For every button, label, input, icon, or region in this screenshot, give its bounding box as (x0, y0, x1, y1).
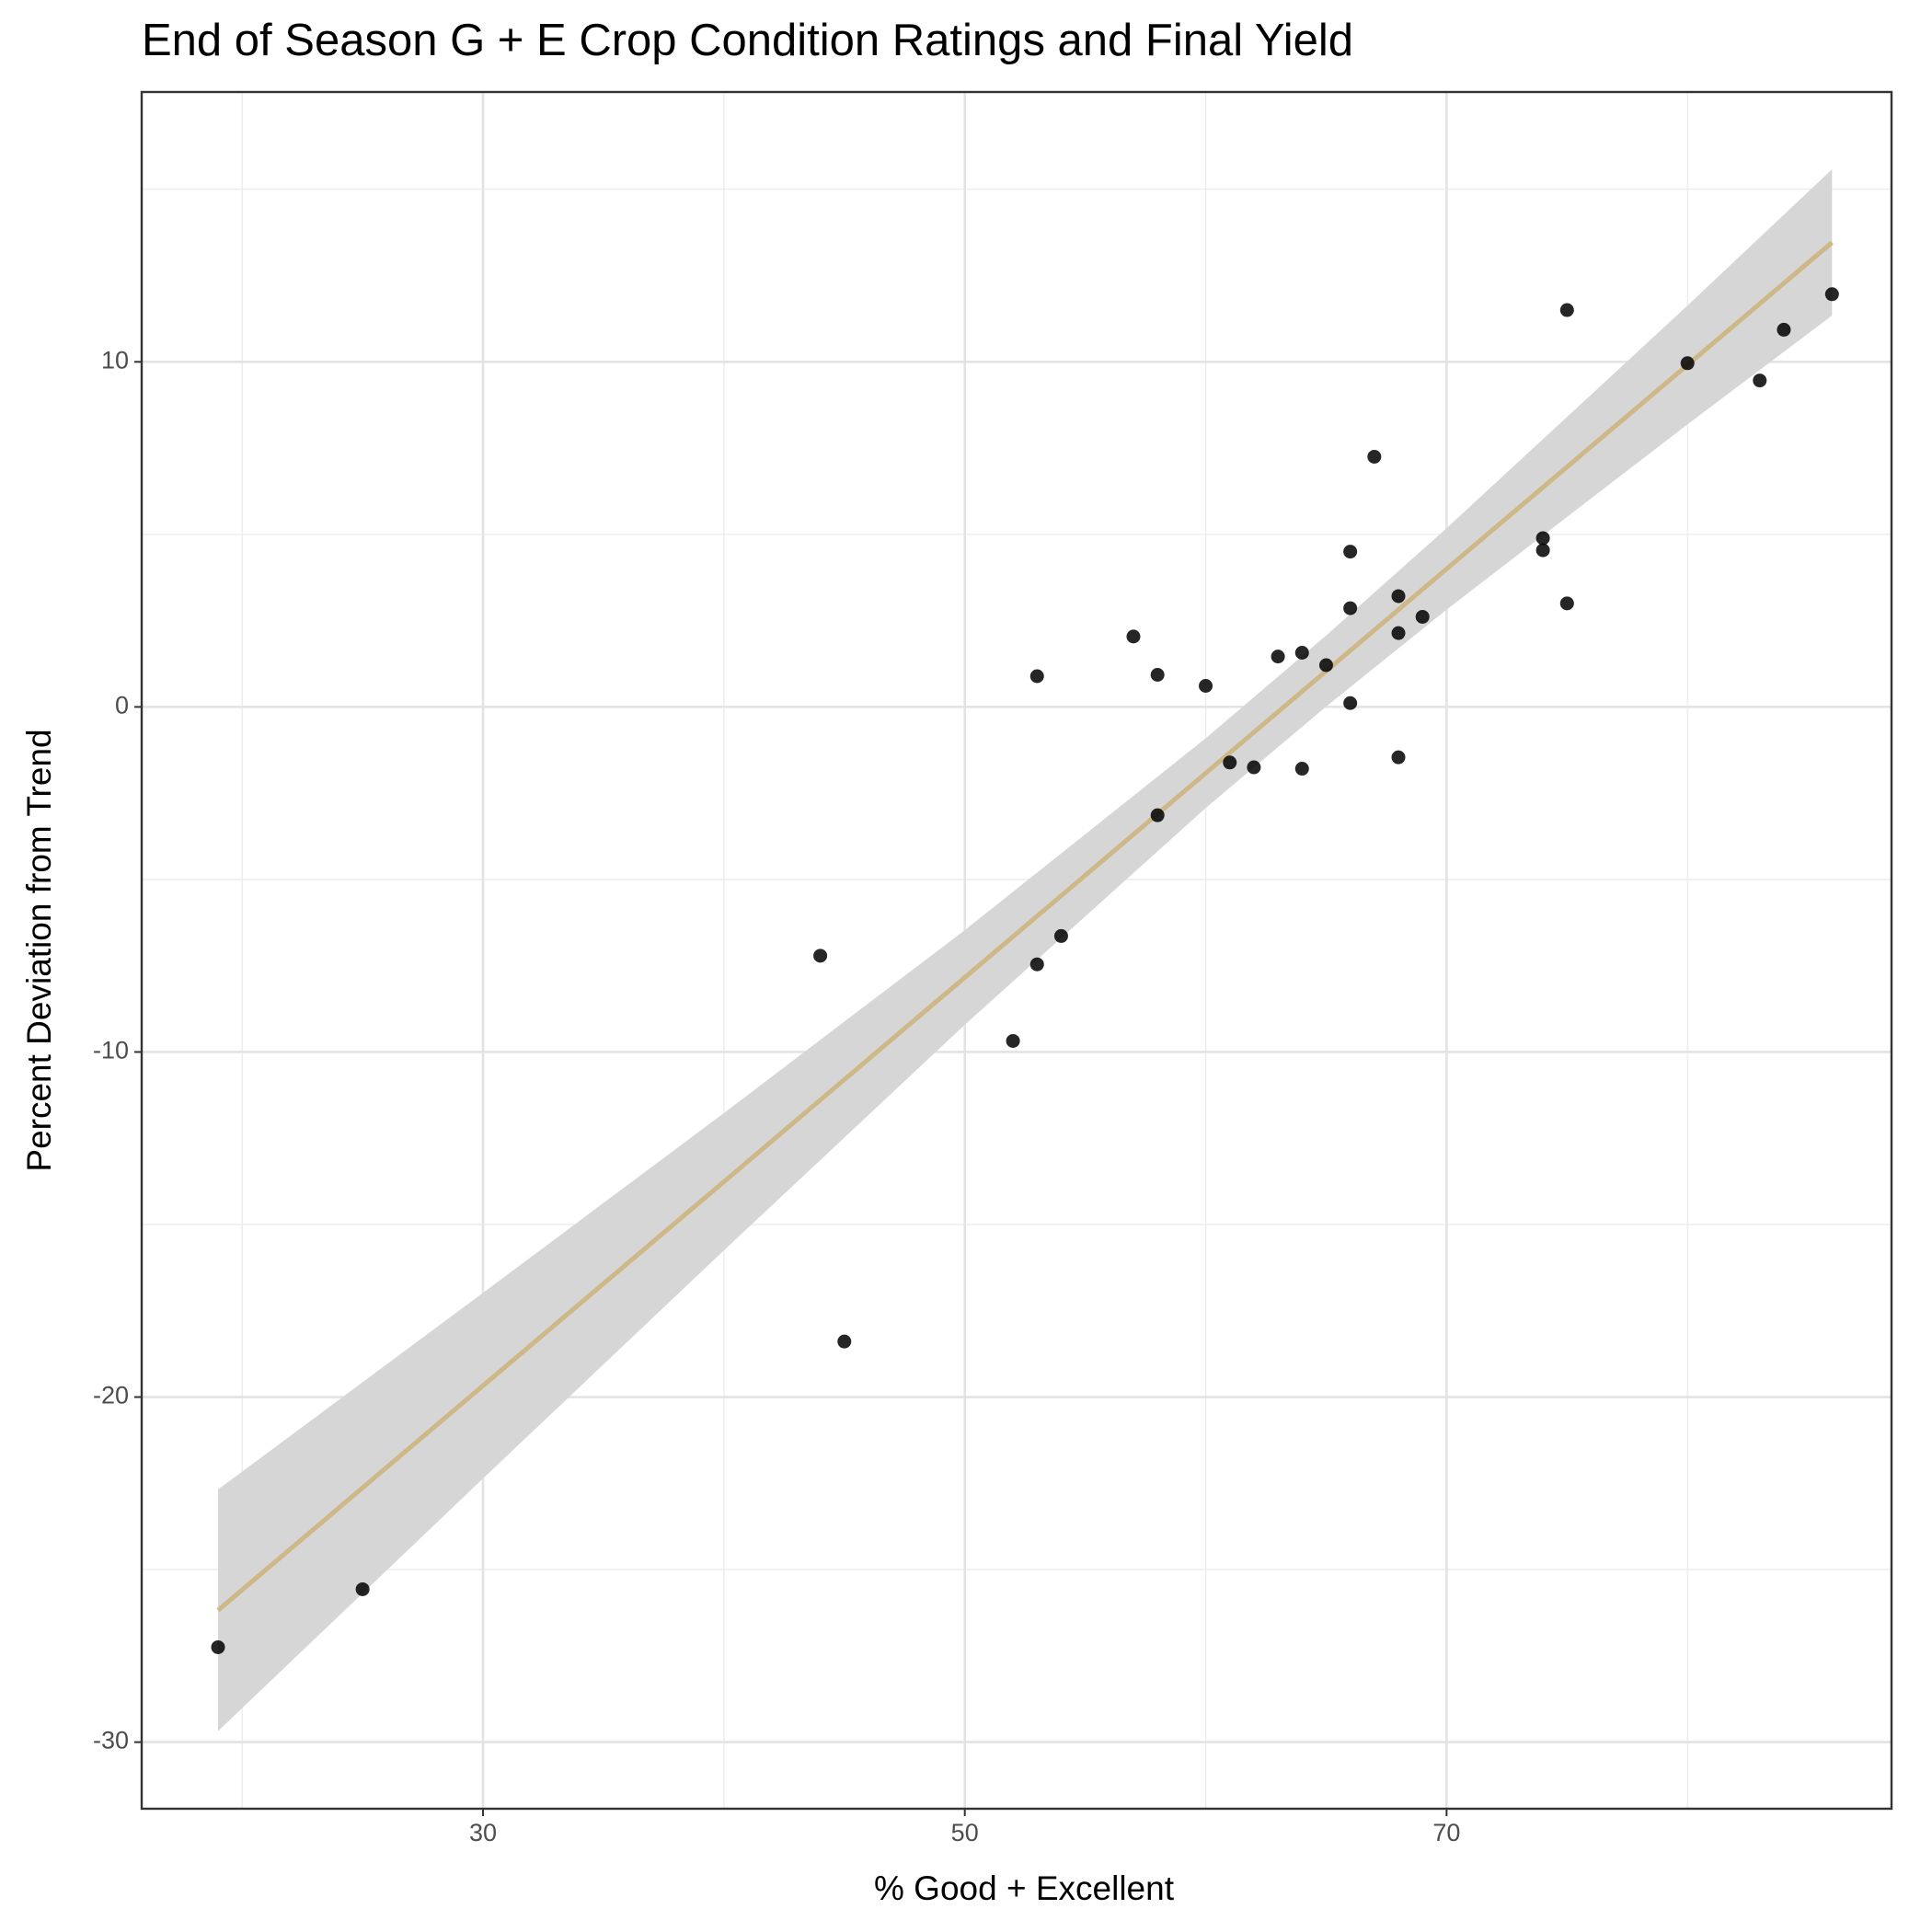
x-axis-label: % Good + Excellent (874, 1869, 1175, 1907)
x-tick-label: 70 (1432, 1819, 1460, 1846)
point (1391, 750, 1406, 765)
point (1294, 762, 1309, 776)
point (1753, 374, 1767, 388)
y-tick-label: -30 (93, 1727, 129, 1754)
point (1199, 679, 1213, 694)
chart-title: End of Season G + E Crop Condition Ratin… (142, 16, 1353, 65)
point (355, 1581, 370, 1596)
point (1777, 322, 1791, 337)
x-tick-label: 50 (951, 1819, 979, 1846)
y-tick-label: -20 (93, 1382, 129, 1409)
point (837, 1334, 852, 1349)
point (1535, 543, 1550, 558)
panel-border (140, 90, 1893, 1811)
point (813, 949, 828, 963)
point (1343, 601, 1358, 615)
point (1367, 449, 1382, 464)
point (1415, 609, 1430, 624)
confidence-band (218, 169, 1833, 1731)
fit-line (216, 240, 1834, 1613)
point (1391, 589, 1406, 604)
point (1343, 545, 1358, 559)
point (1029, 669, 1044, 684)
point (1053, 928, 1068, 943)
point (1680, 356, 1695, 371)
point (1391, 626, 1406, 640)
y-tick-label: 10 (101, 346, 129, 374)
point (1824, 287, 1839, 302)
point (1029, 957, 1044, 972)
point (1318, 658, 1333, 673)
point (1559, 303, 1574, 317)
point (1150, 808, 1165, 822)
point (1126, 629, 1141, 644)
y-tick-label: -10 (93, 1037, 129, 1064)
point (1343, 696, 1358, 710)
point (1247, 760, 1261, 775)
y-tick-label: 0 (115, 692, 129, 719)
point (211, 1639, 225, 1654)
x-tick-label: 30 (469, 1819, 497, 1846)
point (1223, 755, 1237, 770)
point (1559, 596, 1574, 611)
point (1271, 650, 1285, 664)
point (1006, 1033, 1020, 1048)
point (1294, 645, 1309, 660)
y-axis-label: Percent Deviation from Trend (20, 729, 58, 1171)
point (1535, 531, 1550, 546)
point (1150, 668, 1165, 683)
